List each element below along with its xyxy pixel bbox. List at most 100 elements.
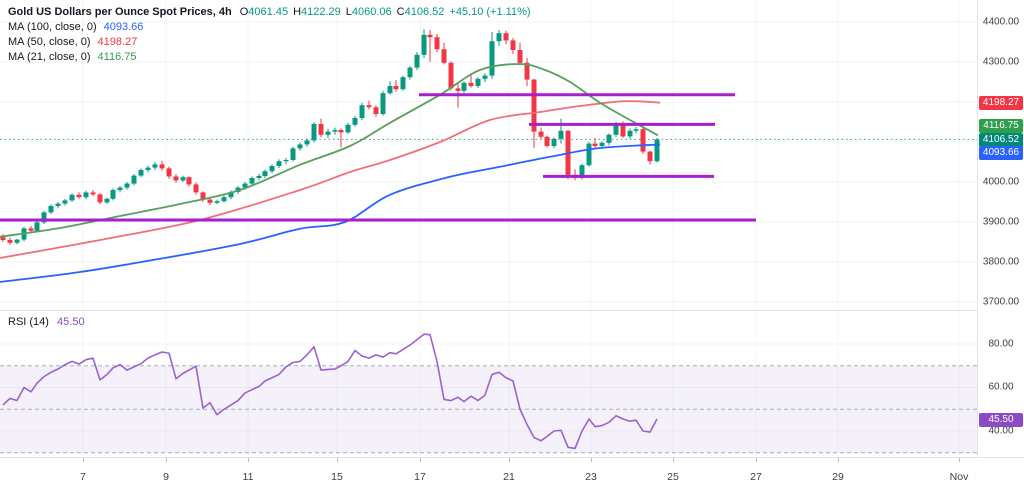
candle <box>407 67 413 78</box>
candle <box>620 123 626 137</box>
candle <box>627 130 633 137</box>
candle <box>503 33 509 41</box>
candle <box>654 139 660 162</box>
time-axis-label: 27 <box>750 471 762 483</box>
candle <box>180 177 186 181</box>
candle <box>592 143 598 146</box>
candle <box>332 130 338 132</box>
candle <box>28 228 34 231</box>
price-axis-label: 3900.00 <box>982 216 1020 228</box>
candle <box>228 192 234 198</box>
indicator-legend: MA (100, close, 0) 4093.66 MA (50, close, … <box>8 20 531 65</box>
candle <box>200 192 206 200</box>
price-axis-label: 80.00 <box>988 338 1014 350</box>
high-value: H4122.29 <box>293 6 341 18</box>
candle <box>551 138 557 146</box>
candle <box>83 192 89 198</box>
candle <box>345 124 351 133</box>
candle <box>366 105 372 108</box>
price-axis-label: 4300.00 <box>982 56 1020 68</box>
time-axis-tick <box>248 458 249 462</box>
candle <box>138 170 144 176</box>
price-axis-label: 60.00 <box>988 381 1014 393</box>
candle <box>434 37 440 50</box>
close-value: C4106.52 <box>396 6 445 18</box>
candle <box>311 124 317 141</box>
indicator-value: 4198.27 <box>97 36 138 48</box>
price-axis-label: 4000.00 <box>982 176 1020 188</box>
candle <box>0 237 6 240</box>
candle <box>482 75 488 79</box>
candle <box>538 131 544 137</box>
indicator-value: 4093.66 <box>103 21 144 33</box>
candle <box>117 187 123 190</box>
candle <box>400 77 406 90</box>
candle <box>380 93 386 114</box>
candle <box>69 194 75 201</box>
time-axis-label: 29 <box>832 471 844 483</box>
indicator-row-0[interactable]: MA (100, close, 0) 4093.66 <box>8 20 531 35</box>
time-axis-tick <box>756 458 757 462</box>
time-axis-label: 9 <box>163 471 169 483</box>
symbol-title: Gold US Dollars per Ounce Spot Prices, 4… <box>8 6 232 18</box>
candle <box>489 41 495 76</box>
chart-legend: Gold US Dollars per Ounce Spot Prices, 4… <box>8 5 531 65</box>
rsi-band <box>0 365 977 453</box>
price-badge: 4093.66 <box>979 146 1023 160</box>
candle <box>633 129 639 131</box>
indicator-label: MA (21, close, 0) <box>8 51 91 63</box>
candle <box>207 199 213 203</box>
time-axis-label: 21 <box>503 471 515 483</box>
candle <box>427 34 433 38</box>
time-axis-tick <box>420 458 421 462</box>
time-axis-tick <box>673 458 674 462</box>
candle <box>393 86 399 90</box>
candle <box>558 130 564 139</box>
candle <box>159 164 165 169</box>
candle <box>304 140 310 145</box>
candle <box>586 143 592 166</box>
price-axis-label: 3800.00 <box>982 256 1020 268</box>
candle <box>214 201 220 203</box>
candle <box>110 190 116 199</box>
candle <box>325 131 331 135</box>
time-axis-tick <box>838 458 839 462</box>
candle <box>97 194 103 203</box>
candle <box>256 176 262 178</box>
candle <box>221 197 227 202</box>
candle <box>173 176 179 181</box>
candle <box>352 118 358 125</box>
candle <box>441 49 447 63</box>
indicator-row-2[interactable]: MA (21, close, 0) 4116.75 <box>8 50 531 65</box>
candle <box>269 166 275 172</box>
candle <box>186 177 192 185</box>
price-axis[interactable]: 4400.00 4300.00 4000.00 3900.00 3800.00 3700.… <box>978 0 1024 457</box>
indicator-value: 4116.75 <box>97 51 137 63</box>
candle <box>34 222 40 231</box>
candle <box>242 183 248 188</box>
symbol-row[interactable]: Gold US Dollars per Ounce Spot Prices, 4… <box>8 5 531 20</box>
candle <box>524 62 530 80</box>
indicator-row-1[interactable]: MA (50, close, 0) 4198.27 <box>8 35 531 50</box>
open-value: O4061.45 <box>239 6 289 18</box>
rsi-legend[interactable]: RSI (14) 45.50 <box>8 316 85 328</box>
time-axis-label: Nov <box>949 471 969 483</box>
time-axis-tick <box>959 458 960 462</box>
candle <box>124 183 130 188</box>
candle <box>517 50 523 63</box>
time-axis-tick <box>337 458 338 462</box>
candle <box>62 200 68 204</box>
candle <box>421 34 427 55</box>
candle <box>283 160 289 162</box>
candle <box>338 130 344 133</box>
time-axis[interactable]: 7 9 11 15 17 21 23 25 27 29 Nov <box>0 458 1024 491</box>
candle <box>318 124 324 135</box>
candle <box>544 136 550 146</box>
time-axis-tick <box>509 458 510 462</box>
time-axis-tick <box>83 458 84 462</box>
time-axis-label: 23 <box>585 471 597 483</box>
candle <box>166 168 172 177</box>
indicator-label: MA (50, close, 0) <box>8 36 91 48</box>
